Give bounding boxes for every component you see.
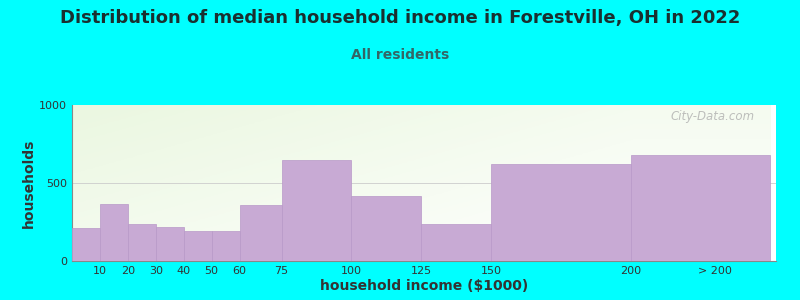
Bar [240,205,282,261]
Bar [72,228,100,261]
X-axis label: household income ($1000): household income ($1000) [320,279,528,292]
Text: All residents: All residents [351,48,449,62]
Text: City-Data.com: City-Data.com [670,110,755,123]
Bar [100,204,128,261]
Bar [491,164,630,261]
Bar [282,160,351,261]
Bar [128,224,156,261]
Text: Distribution of median household income in Forestville, OH in 2022: Distribution of median household income … [60,9,740,27]
Y-axis label: households: households [22,138,36,228]
Bar [212,231,240,261]
Bar [630,155,770,261]
Bar [184,231,212,261]
Bar [351,196,422,261]
Bar [156,227,184,261]
Bar [422,224,491,261]
